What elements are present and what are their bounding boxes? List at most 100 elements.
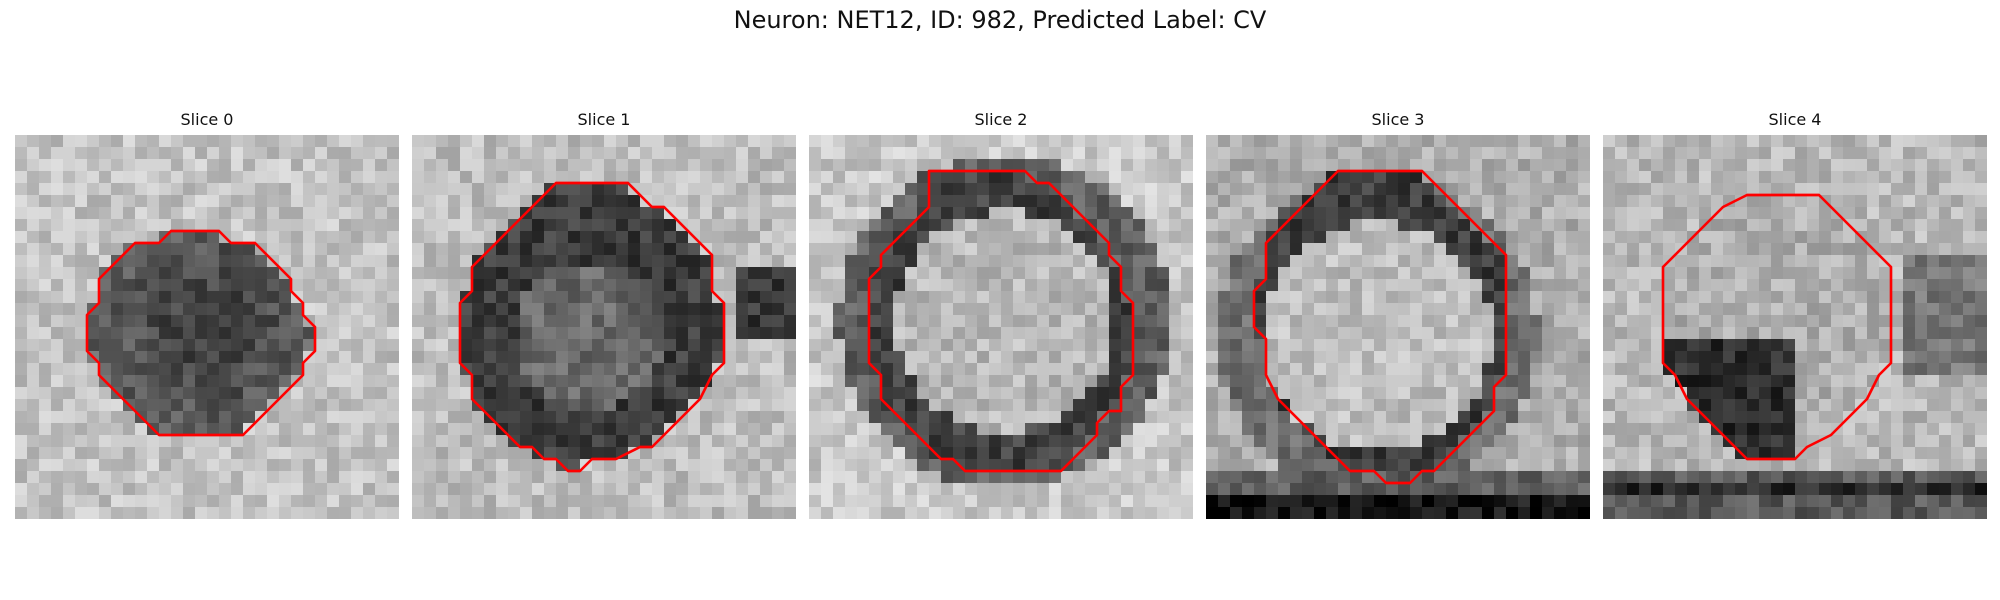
image-pixel: [291, 351, 303, 363]
image-pixel: [207, 303, 219, 315]
image-pixel: [1398, 195, 1410, 207]
image-pixel: [977, 507, 989, 519]
image-pixel: [1049, 135, 1061, 147]
image-pixel: [1578, 411, 1590, 423]
image-pixel: [833, 243, 845, 255]
image-pixel: [508, 327, 520, 339]
image-pixel: [1615, 411, 1627, 423]
image-pixel: [135, 435, 147, 447]
image-pixel: [640, 171, 652, 183]
image-pixel: [604, 387, 616, 399]
image-pixel: [989, 291, 1001, 303]
image-pixel: [183, 423, 195, 435]
image-pixel: [1542, 255, 1554, 267]
image-pixel: [1266, 303, 1278, 315]
image-pixel: [712, 279, 724, 291]
image-pixel: [1975, 207, 1987, 219]
image-pixel: [1735, 147, 1747, 159]
image-pixel: [1434, 219, 1446, 231]
image-pixel: [1326, 195, 1338, 207]
image-pixel: [1145, 411, 1157, 423]
image-pixel: [784, 171, 796, 183]
image-pixel: [809, 447, 821, 459]
image-pixel: [1663, 207, 1675, 219]
image-pixel: [1735, 159, 1747, 171]
image-pixel: [1470, 459, 1482, 471]
image-pixel: [1386, 387, 1398, 399]
image-pixel: [736, 315, 748, 327]
image-pixel: [1855, 267, 1867, 279]
image-pixel: [869, 399, 881, 411]
image-pixel: [279, 243, 291, 255]
image-pixel: [351, 327, 363, 339]
image-pixel: [1651, 315, 1663, 327]
image-pixel: [1434, 339, 1446, 351]
image-pixel: [568, 183, 580, 195]
image-pixel: [267, 315, 279, 327]
image-pixel: [87, 459, 99, 471]
image-pixel: [99, 339, 111, 351]
image-pixel: [484, 207, 496, 219]
image-pixel: [1687, 351, 1699, 363]
image-pixel: [652, 303, 664, 315]
image-pixel: [207, 483, 219, 495]
image-pixel: [195, 219, 207, 231]
image-pixel: [941, 483, 953, 495]
image-pixel: [700, 435, 712, 447]
image-pixel: [748, 243, 760, 255]
image-pixel: [616, 483, 628, 495]
image-pixel: [712, 219, 724, 231]
image-pixel: [1975, 219, 1987, 231]
image-pixel: [1013, 195, 1025, 207]
image-pixel: [1939, 159, 1951, 171]
image-pixel: [1759, 135, 1771, 147]
image-pixel: [941, 471, 953, 483]
image-pixel: [1530, 147, 1542, 159]
image-pixel: [1097, 327, 1109, 339]
image-pixel: [1819, 171, 1831, 183]
image-pixel: [833, 495, 845, 507]
image-pixel: [1482, 483, 1494, 495]
image-pixel: [1963, 291, 1975, 303]
image-pixel: [255, 291, 267, 303]
image-pixel: [1759, 459, 1771, 471]
image-pixel: [1518, 219, 1530, 231]
image-pixel: [1326, 435, 1338, 447]
image-pixel: [592, 483, 604, 495]
image-pixel: [544, 279, 556, 291]
image-pixel: [1230, 279, 1242, 291]
image-pixel: [616, 207, 628, 219]
image-pixel: [1458, 147, 1470, 159]
image-pixel: [1109, 363, 1121, 375]
image-pixel: [1566, 471, 1578, 483]
image-pixel: [1446, 183, 1458, 195]
image-pixel: [700, 339, 712, 351]
image-pixel: [1470, 207, 1482, 219]
image-pixel: [1771, 459, 1783, 471]
image-pixel: [460, 327, 472, 339]
image-pixel: [231, 339, 243, 351]
image-pixel: [1350, 267, 1362, 279]
image-pixel: [784, 447, 796, 459]
image-pixel: [195, 159, 207, 171]
image-pixel: [676, 495, 688, 507]
image-pixel: [1121, 243, 1133, 255]
image-pixel: [15, 507, 27, 519]
image-pixel: [472, 231, 484, 243]
image-pixel: [1061, 471, 1073, 483]
image-pixel: [1314, 411, 1326, 423]
image-pixel: [243, 339, 255, 351]
image-pixel: [893, 267, 905, 279]
image-pixel: [1338, 351, 1350, 363]
image-pixel: [724, 267, 736, 279]
image-pixel: [1759, 423, 1771, 435]
image-pixel: [592, 447, 604, 459]
image-pixel: [15, 483, 27, 495]
image-pixel: [604, 291, 616, 303]
image-pixel: [809, 375, 821, 387]
image-pixel: [327, 459, 339, 471]
image-pixel: [1554, 435, 1566, 447]
image-pixel: [712, 459, 724, 471]
image-pixel: [1386, 255, 1398, 267]
image-pixel: [1615, 303, 1627, 315]
